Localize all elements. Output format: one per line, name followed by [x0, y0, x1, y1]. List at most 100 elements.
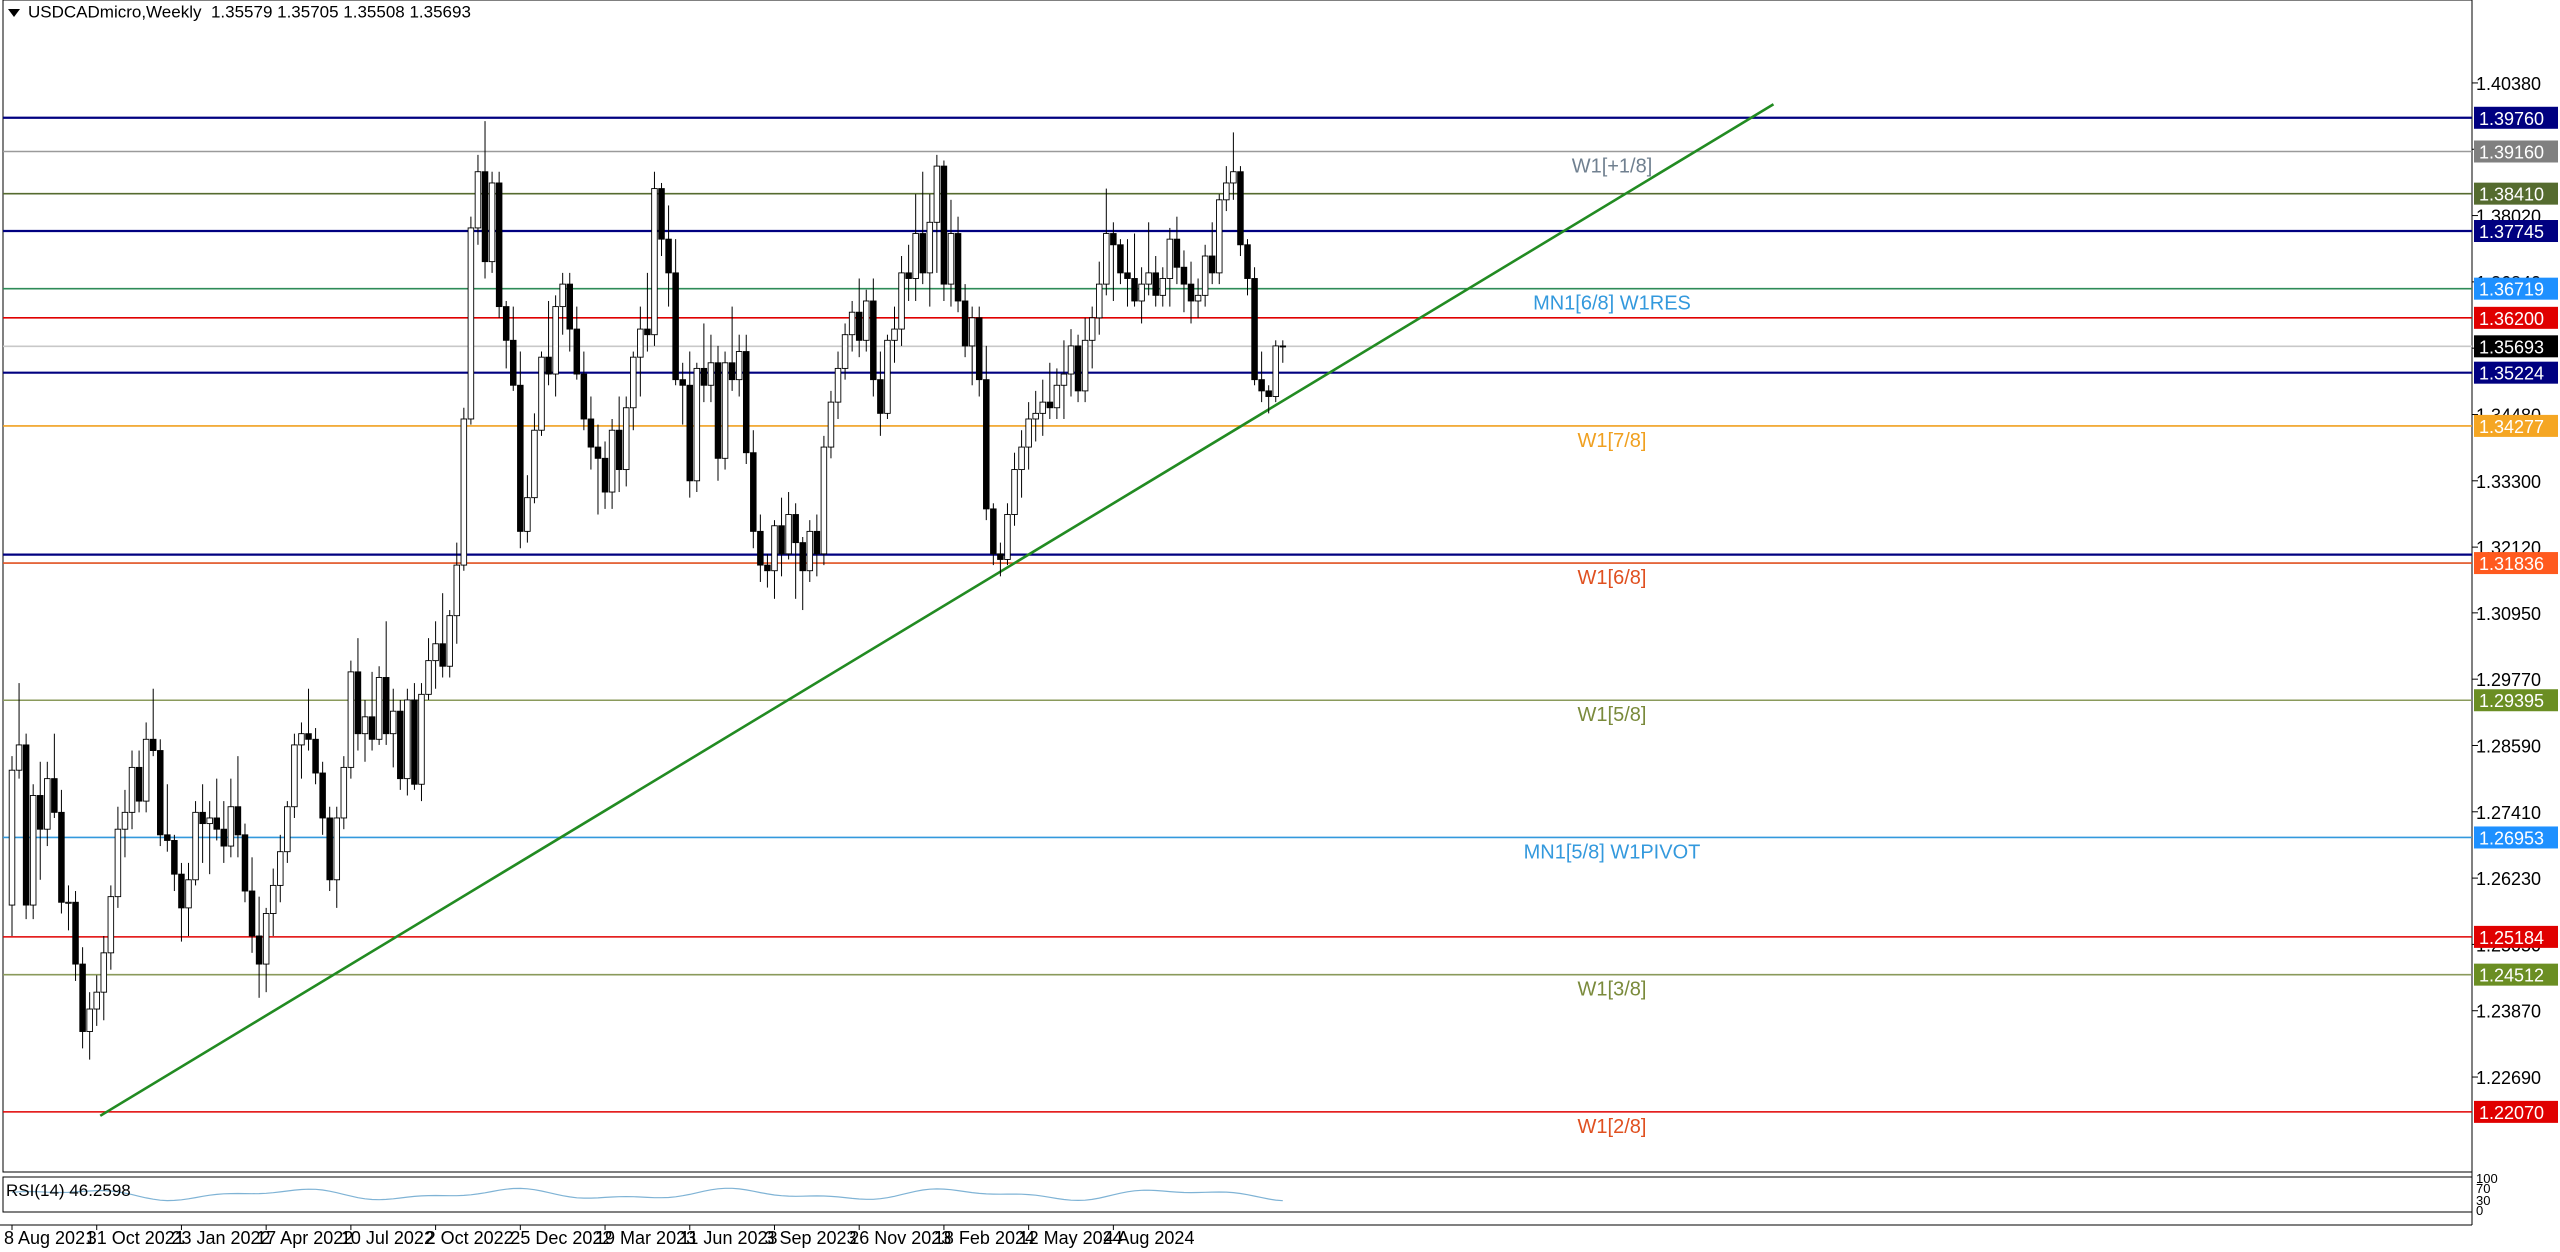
- rsi-pane-frame: [2, 1176, 2473, 1213]
- candle-body: [277, 851, 284, 886]
- candle-body: [100, 952, 108, 993]
- collapse-triangle-icon[interactable]: [8, 8, 20, 17]
- candle: [51, 733, 58, 818]
- candle-body: [255, 935, 263, 965]
- candle: [637, 306, 644, 397]
- candle: [778, 497, 785, 577]
- y-tick-label: 1.33300: [2476, 472, 2541, 492]
- level-text: MN1[6/8] W1RES: [1533, 293, 1691, 315]
- candle: [234, 756, 242, 858]
- candle-body: [983, 379, 990, 510]
- x-tick-label: 8 Aug 2021: [4, 1228, 95, 1248]
- candle: [425, 638, 432, 700]
- ohlc-readout: 1.35579 1.35705 1.35508 1.35693: [210, 2, 471, 22]
- candle: [333, 806, 341, 908]
- candle: [1208, 222, 1216, 285]
- price-badge: [2474, 361, 2558, 384]
- candle: [764, 553, 771, 588]
- candle-body: [404, 699, 411, 780]
- price-badge: [2474, 925, 2558, 948]
- candle: [1173, 216, 1181, 285]
- candle: [919, 171, 926, 285]
- price-badge: [2474, 689, 2558, 712]
- price-badge-label: 1.39160: [2479, 142, 2544, 162]
- candle: [559, 272, 566, 335]
- y-tick-label: 1.29770: [2476, 670, 2541, 690]
- candle: [975, 306, 983, 397]
- candle-body: [368, 716, 376, 740]
- candle-body: [552, 306, 559, 375]
- candle: [983, 345, 990, 521]
- candle-body: [305, 733, 312, 740]
- candle: [1046, 362, 1054, 419]
- candle: [1131, 233, 1138, 307]
- candle: [495, 171, 503, 318]
- x-tick-label: 26 Nov 2023: [849, 1228, 951, 1248]
- candle-body: [848, 311, 856, 336]
- candle: [1166, 227, 1174, 307]
- candle: [630, 351, 637, 431]
- candle-body: [340, 766, 348, 819]
- candle: [121, 789, 129, 858]
- candle-body: [545, 356, 552, 375]
- candle: [580, 351, 588, 431]
- trendline: [99, 103, 1775, 1117]
- candle-body: [622, 407, 630, 471]
- candle: [820, 435, 828, 566]
- candle: [22, 733, 30, 920]
- price-badge-label: 1.31836: [2479, 554, 2544, 574]
- candle-body: [905, 272, 912, 279]
- candle-body: [1216, 199, 1223, 274]
- candle: [644, 272, 651, 352]
- candle-body: [298, 733, 305, 746]
- candle-body: [488, 182, 496, 263]
- x-tick-label: 18 Feb 2024: [934, 1228, 1035, 1248]
- candle-body: [806, 530, 814, 572]
- candle-body: [213, 817, 220, 830]
- candle-body: [912, 233, 919, 279]
- candle-body: [954, 233, 962, 302]
- candle: [898, 256, 905, 346]
- candle-body: [1272, 345, 1279, 397]
- candle: [870, 278, 877, 397]
- price-badge: [2474, 182, 2558, 205]
- candle: [1110, 222, 1117, 301]
- candle-body: [1074, 345, 1082, 392]
- candle: [1067, 329, 1075, 397]
- candle: [432, 621, 439, 689]
- candle-body: [665, 238, 672, 274]
- candle-body: [658, 188, 665, 240]
- candle-body: [820, 446, 828, 555]
- candle-body: [990, 508, 997, 555]
- price-badge: [2474, 277, 2558, 300]
- candle: [1194, 278, 1202, 318]
- candle: [552, 295, 559, 397]
- candle: [742, 334, 750, 464]
- candle-body: [573, 328, 581, 375]
- candle-body: [750, 452, 757, 532]
- candle-body: [587, 418, 595, 448]
- candle: [15, 683, 23, 779]
- candle-body: [728, 362, 736, 381]
- candle-body: [1088, 317, 1096, 341]
- y-tick-label: 1.30950: [2476, 604, 2541, 624]
- candle-body: [863, 300, 870, 341]
- candle: [524, 475, 531, 543]
- candle: [319, 761, 326, 835]
- candle: [891, 306, 898, 363]
- candle: [1251, 267, 1258, 386]
- candle-body: [566, 283, 573, 330]
- candle-body: [502, 306, 510, 341]
- price-badge-label: 1.39760: [2479, 109, 2544, 129]
- candle-body: [128, 766, 136, 813]
- candle-body: [1053, 384, 1061, 409]
- candle-body: [72, 901, 79, 965]
- candle: [615, 396, 623, 493]
- candle: [827, 390, 835, 459]
- candle-body: [601, 457, 609, 493]
- candle-body: [1265, 390, 1272, 397]
- price-badge-label: 1.36200: [2479, 309, 2544, 329]
- candle-body: [1194, 294, 1202, 302]
- candle-body: [778, 525, 785, 555]
